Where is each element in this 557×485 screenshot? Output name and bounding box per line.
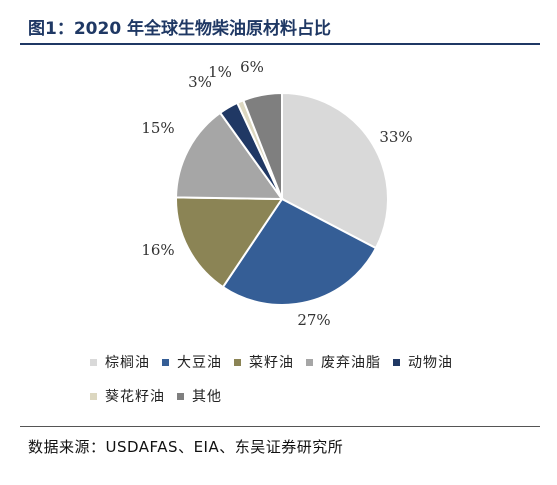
legend-item-7: 其他 xyxy=(177,386,222,406)
pie-label-3: 16% xyxy=(141,241,174,259)
pie-slice-2 xyxy=(221,197,378,306)
source-divider xyxy=(20,426,540,427)
legend-item-1: 棕榈油 xyxy=(90,352,150,372)
title-divider xyxy=(20,43,540,45)
legend-item-4: 废弃油脂 xyxy=(306,352,381,372)
legend-label: 其他 xyxy=(192,389,222,405)
legend-label: 菜籽油 xyxy=(249,355,294,371)
pie-slices xyxy=(174,91,389,306)
pie-label-5: 3% xyxy=(188,73,212,91)
legend-swatch xyxy=(393,358,400,366)
pie-labels: 33% 27% 16% 15% 3%1% 6% xyxy=(141,58,412,329)
legend-label: 葵花籽油 xyxy=(105,389,165,405)
pie-slice-7 xyxy=(242,91,283,200)
legend-item-6: 葵花籽油 xyxy=(90,386,165,406)
chart-title: 图1：2020 年全球生物柴油原材料占比 xyxy=(28,19,332,39)
legend-label: 动物油 xyxy=(408,355,453,371)
legend-swatch xyxy=(234,358,241,366)
pie-slice-4 xyxy=(174,111,284,201)
legend-swatch xyxy=(90,358,97,366)
pie-slice-1 xyxy=(281,91,389,250)
legend-item-5: 动物油 xyxy=(393,352,453,372)
pie-label-4: 15% xyxy=(141,119,174,137)
legend-label: 大豆油 xyxy=(177,355,222,371)
pie-label-2: 27% xyxy=(297,311,330,329)
pie-label-7: 6% xyxy=(240,58,264,76)
legend-label: 废弃油脂 xyxy=(321,355,381,371)
source-note: 数据来源：USDAFAS、EIA、东吴证券研究所 xyxy=(28,438,344,456)
pie-label-1: 33% xyxy=(379,128,412,146)
legend-swatch xyxy=(306,358,313,366)
pie-label-6: 1% xyxy=(208,63,232,81)
legend-item-3: 菜籽油 xyxy=(234,352,294,372)
legend-swatch xyxy=(177,392,184,400)
legend-swatch xyxy=(162,358,169,366)
legend-item-2: 大豆油 xyxy=(162,352,222,372)
pie-slice-3 xyxy=(175,196,284,289)
pie-chart: 33% 27% 16% 15% 3%1% 6% xyxy=(141,58,412,329)
legend-swatch xyxy=(90,392,97,400)
legend-label: 棕榈油 xyxy=(105,355,150,371)
chart-legend: 棕榈油 大豆油 菜籽油 废弃油脂 动物油葵花籽油 其他 xyxy=(90,352,510,420)
